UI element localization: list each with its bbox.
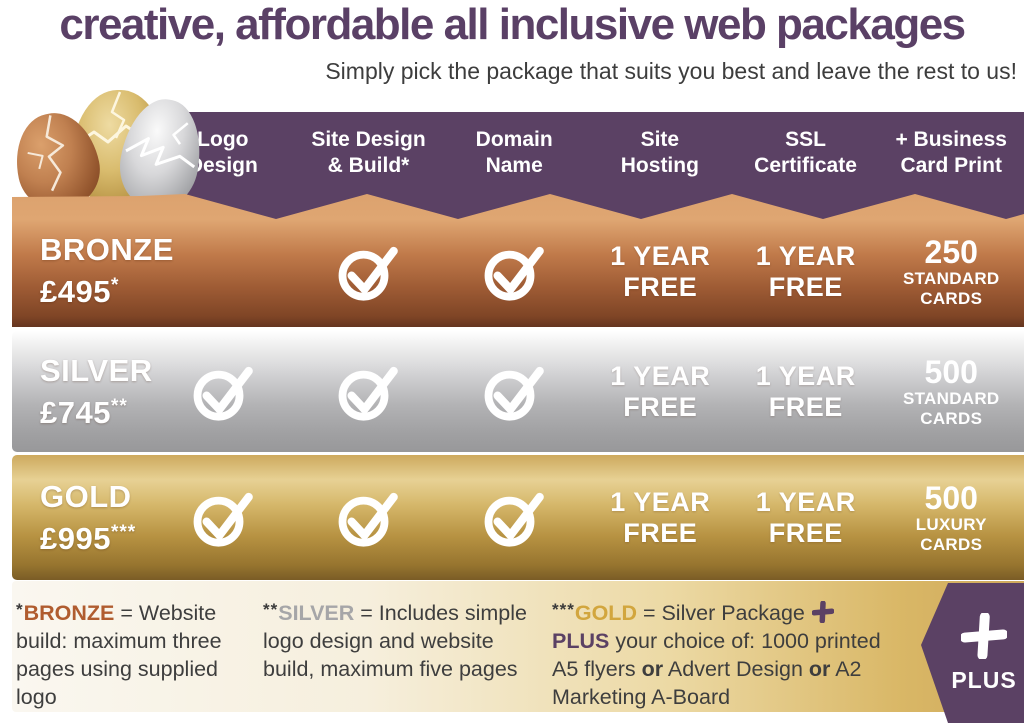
- column-header-ssl-certificate: SSL Certificate: [754, 128, 857, 177]
- check-icon: [442, 217, 588, 327]
- plus-icon: [811, 601, 834, 623]
- gold-hosting-cell: 1 YEAR FREE: [610, 486, 711, 548]
- gold-label: GOLD £995***: [40, 478, 137, 556]
- silver-hosting-cell: 1 YEAR FREE: [610, 360, 711, 422]
- gold-ssl-cell: 1 YEAR FREE: [755, 486, 856, 548]
- silver-ssl-cell: 1 YEAR FREE: [755, 360, 856, 422]
- plus-icon: [961, 612, 1007, 659]
- check-icon: [151, 331, 297, 452]
- check-icon: [297, 217, 443, 327]
- bronze-ssl-cell: 1 YEAR FREE: [755, 241, 856, 302]
- silver-label: SILVER £745**: [40, 352, 153, 430]
- footnote-silver: **SILVER = Includes simple logo design a…: [263, 600, 527, 681]
- column-header-domain-name: Domain Name: [475, 128, 553, 177]
- plus-badge-label: PLUS: [951, 666, 1017, 693]
- silver-egg-image: [113, 93, 209, 215]
- check-icon: [442, 331, 588, 452]
- bronze-egg-image: [6, 105, 108, 217]
- package-row-bronze: BRONZE £495* 1 YEAR FREE 1 YEAR FREE 250…: [12, 194, 1024, 327]
- bronze-label: BRONZE £495*: [40, 231, 174, 310]
- page-title: creative, affordable all inclusive web p…: [59, 0, 966, 49]
- check-icon: [442, 455, 588, 580]
- bronze-logo-design-cell: [151, 217, 297, 327]
- silver-cards-cell: 500 STANDARD CARDS: [902, 353, 1000, 428]
- check-icon: [151, 455, 297, 580]
- footnote-strip: *BRONZE = Website build: maximum three p…: [12, 581, 1024, 712]
- package-row-gold: GOLD £995*** 1 YEAR FREE 1 YEAR FREE 500: [12, 455, 1024, 580]
- bronze-hosting-cell: 1 YEAR FREE: [610, 241, 711, 302]
- footnote-gold: ***GOLD = Silver Package PLUS your choic…: [552, 600, 881, 709]
- footnote-bronze: *BRONZE = Website build: maximum three p…: [16, 600, 222, 709]
- gold-cards-cell: 500 LUXURY CARDS: [915, 479, 987, 554]
- check-icon: [297, 455, 443, 580]
- column-header-logo-design: Logo Design: [187, 128, 258, 177]
- column-header-site-hosting: Site Hosting: [620, 128, 699, 177]
- check-icon: [297, 331, 443, 452]
- package-row-silver: SILVER £745** 1 YEAR FREE 1 YEAR FREE 50: [12, 331, 1024, 452]
- page-subtitle: Simply pick the package that suits you b…: [325, 58, 1017, 84]
- bronze-cards-cell: 250 STANDARD CARDS: [902, 234, 1000, 308]
- column-header-site-design-build: Site Design & Build*: [311, 128, 426, 177]
- column-header-business-card-print: + Business Card Print: [895, 128, 1007, 177]
